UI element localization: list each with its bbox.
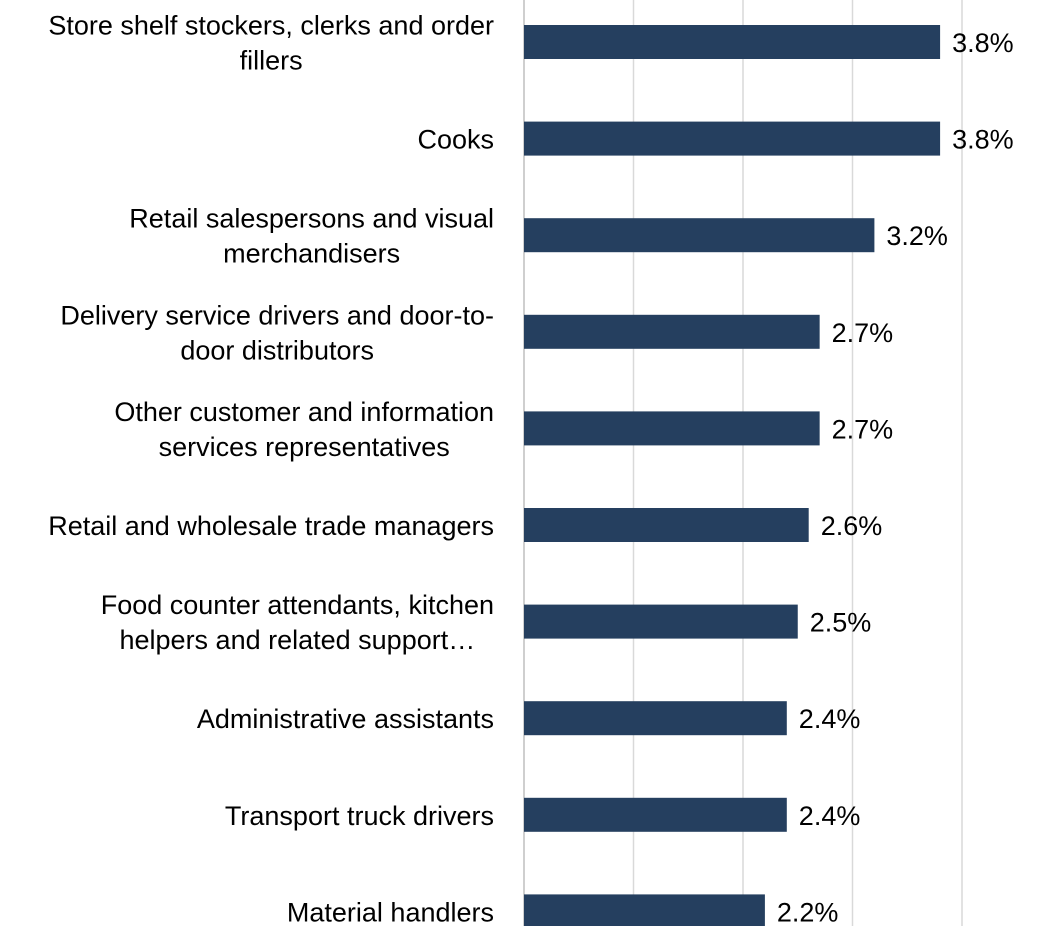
data-label: 2.5% bbox=[810, 608, 872, 638]
bar bbox=[524, 314, 820, 349]
category-label: Administrative assistants bbox=[197, 704, 494, 734]
bar bbox=[524, 218, 875, 253]
data-label: 3.8% bbox=[952, 28, 1014, 58]
category-label: Delivery service drivers and door-to- bbox=[60, 300, 494, 330]
bar bbox=[524, 604, 798, 639]
bar bbox=[524, 25, 941, 59]
data-label: 3.8% bbox=[952, 125, 1014, 155]
bar bbox=[524, 701, 787, 736]
category-label: Retail salespersons and visual bbox=[129, 204, 494, 234]
category-label: helpers and related support… bbox=[120, 625, 476, 655]
data-label: 2.6% bbox=[821, 511, 883, 541]
category-label: fillers bbox=[240, 46, 303, 76]
category-label: Material handlers bbox=[287, 897, 494, 926]
data-label: 2.2% bbox=[777, 897, 839, 926]
bar bbox=[524, 797, 787, 832]
data-label: 3.2% bbox=[886, 221, 948, 251]
category-label: Other customer and information bbox=[114, 397, 494, 427]
bar bbox=[524, 411, 820, 446]
data-label: 2.4% bbox=[799, 704, 861, 734]
category-label: Cooks bbox=[417, 125, 494, 155]
category-label: Retail and wholesale trade managers bbox=[48, 511, 494, 541]
category-labels: Store shelf stockers, clerks and order fi… bbox=[48, 11, 494, 926]
data-label: 2.4% bbox=[799, 801, 861, 831]
category-label: Transport truck drivers bbox=[225, 801, 494, 831]
category-label: Food counter attendants, kitchen bbox=[101, 590, 494, 620]
value-labels: 3.8% 3.8% 3.2% 2.7% 2.7% 2.6% 2.5% 2.4% 2.4% 2.2% bbox=[777, 28, 1014, 926]
bar bbox=[524, 121, 941, 156]
data-label: 2.7% bbox=[832, 318, 894, 348]
bar bbox=[524, 894, 765, 926]
bars bbox=[524, 25, 941, 926]
category-label: door distributors bbox=[180, 335, 374, 365]
bar bbox=[524, 508, 809, 542]
category-label: Store shelf stockers, clerks and order bbox=[48, 11, 494, 41]
category-label: services representatives bbox=[159, 432, 450, 462]
data-label: 2.7% bbox=[832, 414, 894, 444]
category-label: merchandisers bbox=[223, 239, 400, 269]
